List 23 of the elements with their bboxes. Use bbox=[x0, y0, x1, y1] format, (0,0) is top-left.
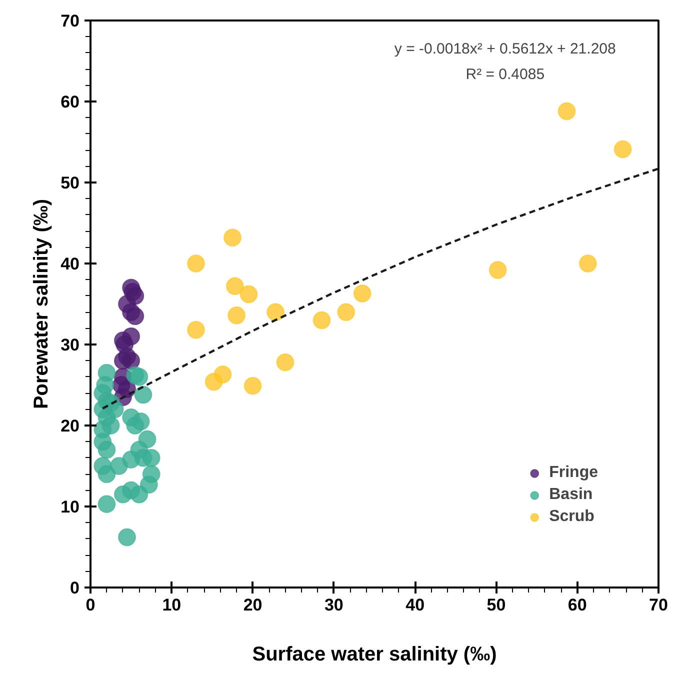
legend-label: Fringe bbox=[549, 464, 598, 482]
legend-label: Scrub bbox=[549, 508, 594, 526]
y-tick-label: 70 bbox=[60, 12, 80, 30]
x-tick-label: 40 bbox=[406, 596, 425, 614]
y-tick-label: 0 bbox=[70, 578, 80, 598]
y-tick-label: 40 bbox=[60, 254, 80, 274]
x-tick-label: 20 bbox=[243, 596, 262, 614]
y-tick-label: 10 bbox=[60, 498, 80, 516]
y-tick-label: 30 bbox=[60, 336, 80, 354]
x-axis-title: Surface water salinity (‰) bbox=[252, 644, 497, 666]
y-tick-label: 50 bbox=[60, 174, 80, 192]
annotation: y = -0.0018x² + 0.5612x + 21.208 bbox=[394, 40, 616, 58]
x-tick-label: 60 bbox=[568, 596, 587, 614]
x-tick-label: 0 bbox=[86, 596, 96, 614]
y-tick-label: 60 bbox=[60, 92, 80, 112]
x-tick-label: 30 bbox=[324, 596, 344, 614]
y-tick-label: 20 bbox=[60, 416, 80, 436]
annotation: R² = 0.4085 bbox=[466, 66, 545, 83]
y-axis-title: Porewater salinity (‰) bbox=[30, 198, 53, 410]
x-tick-label: 50 bbox=[486, 596, 506, 614]
x-tick-label: 10 bbox=[162, 596, 182, 614]
x-tick-label: 70 bbox=[649, 596, 668, 614]
legend-label: Basin bbox=[549, 486, 593, 504]
